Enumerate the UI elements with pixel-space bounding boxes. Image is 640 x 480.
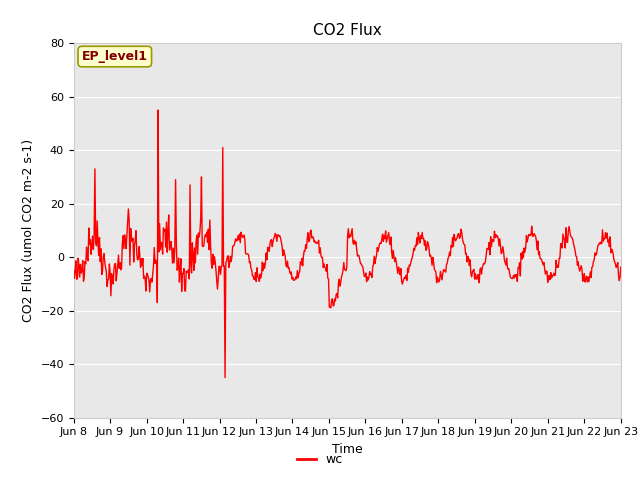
Y-axis label: CO2 Flux (umol CO2 m-2 s-1): CO2 Flux (umol CO2 m-2 s-1) (22, 139, 35, 322)
Title: CO2 Flux: CO2 Flux (313, 23, 381, 38)
Text: EP_level1: EP_level1 (82, 50, 148, 63)
Legend: wc: wc (292, 448, 348, 471)
X-axis label: Time: Time (332, 443, 363, 456)
